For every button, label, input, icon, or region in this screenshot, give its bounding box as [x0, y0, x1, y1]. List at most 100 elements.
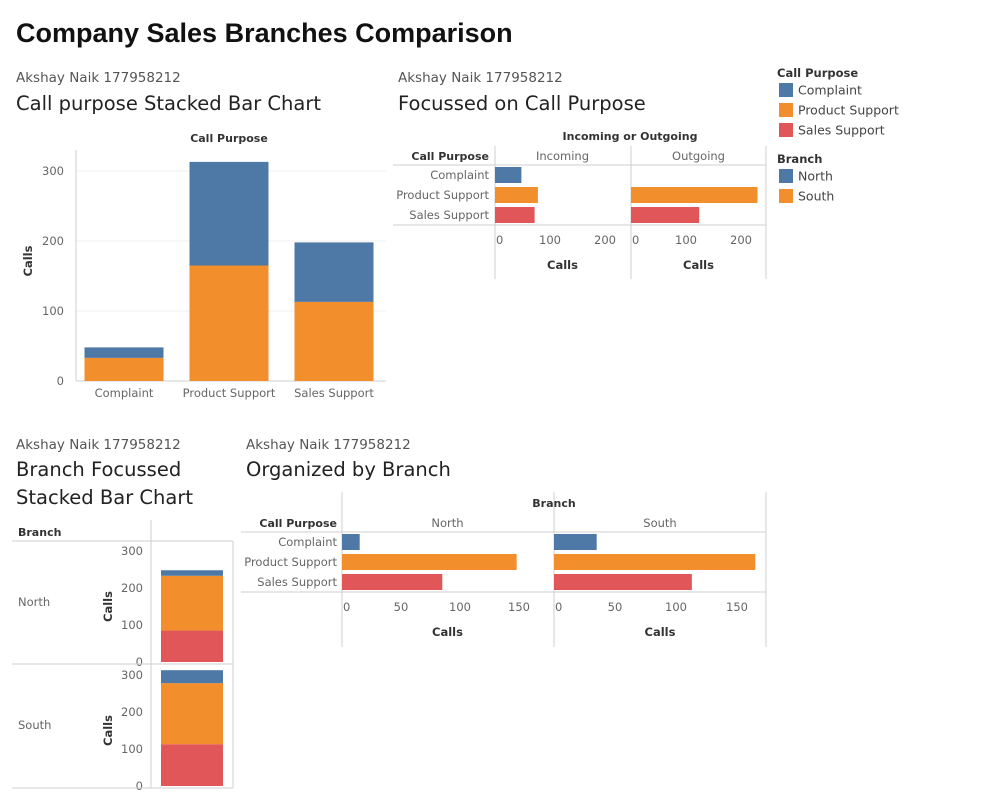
ws1-category-label: Sales Support	[294, 386, 374, 400]
legend-swatch-product-support	[779, 103, 793, 117]
ws2-x-tick: 100	[539, 233, 561, 247]
ws3-title-line1: Branch Focussed	[16, 458, 181, 481]
ws1-y-tick: 0	[57, 374, 64, 388]
legend-label-north[interactable]: North	[798, 169, 833, 184]
ws2-bar-incoming-sales-support[interactable]	[495, 207, 535, 223]
ws1-title: Call purpose Stacked Bar Chart	[16, 92, 321, 115]
ws3-row-label-south: South	[18, 718, 51, 732]
ws3-bar-north-sales-support[interactable]	[161, 630, 223, 662]
legend-label-product-support[interactable]: Product Support	[798, 103, 899, 118]
ws3-y-axis-title: Calls	[101, 591, 115, 622]
call-purpose-stacked-bar-chart: Call Purpose 0 100 200 300 Calls Complaint Prod…	[21, 132, 386, 400]
ws3-y-tick: 0	[136, 655, 143, 669]
ws2-x-axis-title: Calls	[683, 258, 714, 272]
ws1-bar-product-support-north[interactable]	[189, 161, 269, 266]
ws4-row-header: Call Purpose	[259, 517, 337, 530]
ws2-x-tick: 200	[730, 233, 752, 247]
ws4-panel-header-south: South	[643, 516, 676, 530]
ws1-bar-sales-support-north[interactable]	[294, 242, 374, 302]
ws3-y-tick: 300	[121, 544, 143, 558]
ws2-bar-outgoing-sales-support[interactable]	[631, 207, 700, 223]
ws3-y-tick: 200	[121, 705, 143, 719]
ws3-y-tick: 100	[121, 618, 143, 632]
legend-label-sales-support[interactable]: Sales Support	[798, 123, 885, 138]
ws3-bar-south-sales-support[interactable]	[161, 744, 223, 786]
ws4-x-tick: 0	[343, 600, 350, 614]
ws4-x-axis-title: Calls	[645, 625, 676, 639]
ws1-y-tick: 300	[42, 164, 64, 178]
ws1-category-label: Complaint	[95, 386, 154, 400]
branch-focussed-stacked-bar-chart: Branch North Calls 0 100 200 300 South Calls 0 100…	[12, 520, 234, 793]
ws4-x-tick: 100	[449, 600, 471, 614]
dashboard-title: Company Sales Branches Comparison	[16, 18, 513, 48]
ws3-y-axis-title: Calls	[101, 715, 115, 746]
ws4-x-tick: 0	[555, 600, 562, 614]
ws2-row-label: Sales Support	[409, 208, 489, 222]
focussed-on-call-purpose-chart: Incoming or Outgoing Call Purpose Complain…	[393, 130, 767, 279]
ws4-bar-north-complaint[interactable]	[342, 534, 360, 550]
ws2-bar-incoming-complaint[interactable]	[495, 167, 522, 183]
ws3-y-tick: 200	[121, 581, 143, 595]
ws1-y-axis-title: Calls	[21, 245, 35, 276]
ws4-panel-header-north: North	[431, 516, 463, 530]
ws4-x-tick: 150	[726, 600, 748, 614]
legend-swatch-south	[779, 189, 793, 203]
ws2-bar-outgoing-product-support[interactable]	[631, 187, 758, 203]
ws4-bar-north-sales-support[interactable]	[342, 574, 443, 590]
ws4-row-label: Sales Support	[257, 575, 337, 589]
ws4-title: Organized by Branch	[246, 458, 451, 481]
ws2-row-label: Product Support	[396, 188, 489, 202]
ws1-y-tick: 200	[42, 234, 64, 248]
ws2-panel-header-outgoing: Outgoing	[672, 149, 725, 163]
ws3-y-tick: 100	[121, 742, 143, 756]
ws4-x-tick: 100	[665, 600, 687, 614]
ws3-author: Akshay Naik 177958212	[16, 437, 181, 453]
legend-title-call-purpose: Call Purpose	[777, 66, 858, 80]
ws3-row-label-north: North	[18, 595, 50, 609]
legend-label-complaint[interactable]: Complaint	[798, 83, 862, 98]
ws4-bar-south-complaint[interactable]	[554, 534, 597, 550]
ws2-column-header: Incoming or Outgoing	[563, 130, 698, 143]
branch-legend[interactable]: Branch North South	[777, 152, 834, 204]
ws2-x-axis-title: Calls	[547, 258, 578, 272]
ws2-row-label: Complaint	[430, 168, 489, 182]
call-purpose-legend[interactable]: Call Purpose Complaint Product Support Sal…	[777, 66, 899, 138]
ws1-bar-complaint-north[interactable]	[84, 347, 164, 358]
ws3-bar-south-complaint[interactable]	[161, 670, 223, 684]
ws2-panel-header-incoming: Incoming	[536, 149, 589, 163]
ws3-bar-north-complaint[interactable]	[161, 570, 223, 576]
ws4-bar-north-product-support[interactable]	[342, 554, 517, 570]
legend-swatch-north	[779, 169, 793, 183]
ws4-bar-south-sales-support[interactable]	[554, 574, 692, 590]
ws3-bar-north-product-support[interactable]	[161, 575, 223, 631]
ws1-bar-complaint-south[interactable]	[84, 357, 164, 381]
ws2-x-tick: 0	[632, 233, 639, 247]
ws2-x-tick: 100	[675, 233, 697, 247]
ws3-title-line2: Stacked Bar Chart	[16, 486, 193, 509]
ws3-y-tick: 300	[121, 668, 143, 682]
ws2-x-tick: 0	[496, 233, 503, 247]
ws4-x-axis-title: Calls	[432, 625, 463, 639]
ws1-category-label: Product Support	[183, 386, 276, 400]
ws3-bar-south-product-support[interactable]	[161, 683, 223, 745]
ws2-author: Akshay Naik 177958212	[398, 70, 563, 86]
ws4-row-label: Product Support	[244, 555, 337, 569]
legend-label-south[interactable]: South	[798, 189, 834, 204]
ws4-x-tick: 50	[394, 600, 409, 614]
legend-title-branch: Branch	[777, 152, 822, 166]
ws3-row-header: Branch	[18, 526, 61, 539]
ws1-bar-product-support-south[interactable]	[189, 265, 269, 382]
ws3-y-tick: 0	[136, 779, 143, 793]
ws4-row-label: Complaint	[278, 535, 337, 549]
legend-swatch-sales-support	[779, 123, 793, 137]
legend-swatch-complaint	[779, 83, 793, 97]
ws2-x-tick: 200	[594, 233, 616, 247]
ws1-author: Akshay Naik 177958212	[16, 70, 181, 86]
ws1-y-tick: 100	[42, 304, 64, 318]
ws2-row-header: Call Purpose	[411, 150, 489, 163]
ws1-bar-sales-support-south[interactable]	[294, 301, 374, 381]
ws2-bar-incoming-product-support[interactable]	[495, 187, 538, 203]
ws4-bar-south-product-support[interactable]	[554, 554, 756, 570]
